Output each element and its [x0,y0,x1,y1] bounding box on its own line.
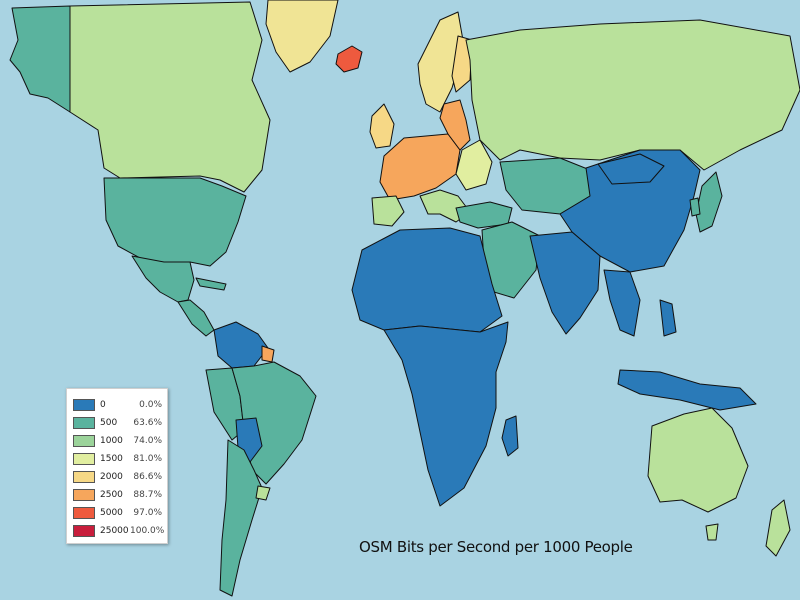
country-greenland [265,0,339,73]
country-canada [69,1,271,193]
country-indonesia [617,369,757,411]
legend-percent: 97.0% [133,508,162,518]
country-iceland [335,45,363,73]
country-central-america [177,299,215,337]
legend-row: 1000 74.0% [73,432,162,450]
country-new-zealand [765,499,791,557]
legend-row: 2500 88.7% [73,486,162,504]
country-philippines [659,299,677,337]
country-western-europe [379,133,461,201]
legend-row: 1500 81.0% [73,450,162,468]
country-north-africa [351,227,503,333]
legend-value: 25000 [100,526,129,536]
legend-percent: 100.0% [130,526,165,536]
country-guianas [261,345,275,363]
legend-value: 0 [100,400,106,410]
country-uruguay [255,485,271,501]
legend-percent: 86.6% [133,472,162,482]
country-mexico [131,255,195,303]
country-korea [689,197,701,217]
map-title: OSM Bits per Second per 1000 People [359,538,633,556]
legend-value: 1500 [100,454,123,464]
legend-row: 500 63.6% [73,414,162,432]
legend-value: 500 [100,418,118,428]
legend-swatch [73,399,95,411]
legend-swatch [73,507,95,519]
country-alaska [9,5,71,113]
country-china [559,149,701,273]
country-russia [465,19,800,171]
country-colombia-venezuela [213,321,269,369]
country-central-europe [439,99,471,151]
country-scandinavia [417,11,465,113]
legend-percent: 74.0% [133,436,162,446]
country-southeast-asia [603,269,641,337]
legend-row: 25000 100.0% [73,522,165,540]
legend-percent: 63.6% [133,418,162,428]
country-india [529,231,601,335]
legend-percent: 81.0% [133,454,162,464]
legend-swatch [73,417,95,429]
country-mongolia [597,153,665,185]
legend-rows: 0 0.0% 500 63.6% 1000 74.0% 1500 81.0% 2000 86.6%… [73,396,165,540]
legend-value: 1000 [100,436,123,446]
country-madagascar [501,415,519,457]
country-sub-saharan-africa [383,321,509,507]
legend-row: 5000 97.0% [73,504,162,522]
country-australia [647,407,749,513]
country-usa [103,177,247,267]
legend-value: 5000 [100,508,123,518]
country-argentina [219,439,263,597]
legend-swatch [73,489,95,501]
country-uk [369,103,395,149]
legend-swatch [73,525,95,537]
legend-row: 2000 86.6% [73,468,162,486]
legend-row: 0 0.0% [73,396,162,414]
country-tasmania [705,523,719,541]
legend-swatch [73,435,95,447]
legend-swatch [73,471,95,483]
legend-swatch [73,453,95,465]
legend-value: 2500 [100,490,123,500]
map-legend: 0 0.0% 500 63.6% 1000 74.0% 1500 81.0% 2000 86.6%… [66,388,168,544]
legend-percent: 0.0% [139,400,162,410]
country-japan [695,171,723,233]
legend-percent: 88.7% [133,490,162,500]
legend-value: 2000 [100,472,123,482]
country-iberia [371,195,405,227]
country-cuba [195,277,227,291]
